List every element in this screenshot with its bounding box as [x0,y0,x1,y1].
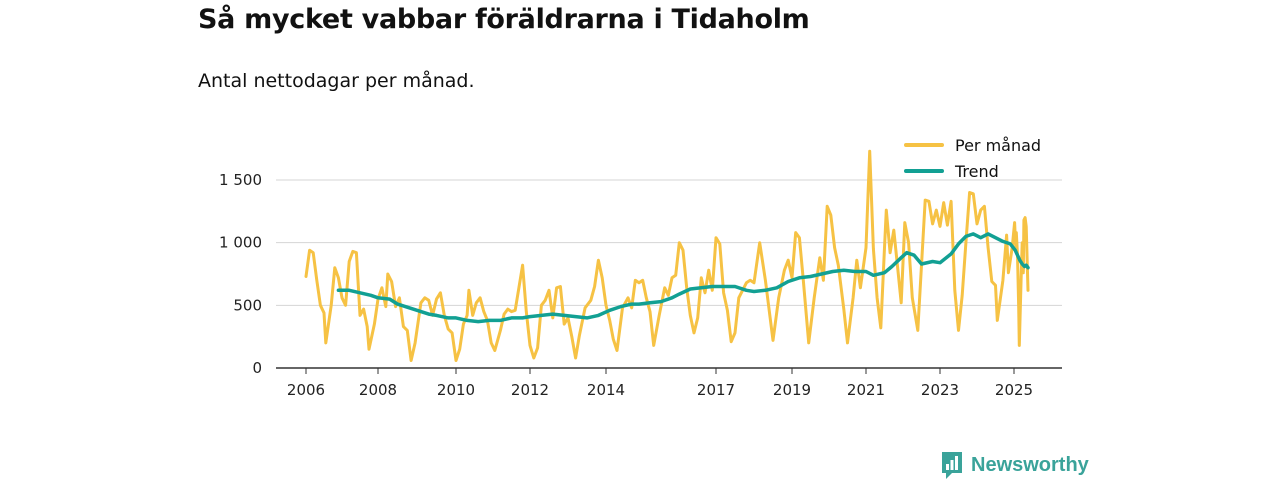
x-axis-ticks: 2006 2008 2010 2012 2014 2017 2019 2021 2023 2025 [287,368,1033,399]
chart-title: Så mycket vabbar föräldrarna i Tidaholm [198,4,810,35]
x-tick-label: 2025 [995,381,1033,399]
x-tick-label: 2023 [921,381,959,399]
x-tick-label: 2021 [847,381,885,399]
chart-subtitle: Antal nettodagar per månad. [198,70,475,92]
x-tick-label: 2006 [287,381,325,399]
legend: Per månad Trend [904,136,1041,181]
series-line-per-manad [304,149,1030,362]
x-tick-label: 2010 [437,381,475,399]
series-lines [304,149,1030,362]
x-tick-label: 2017 [697,381,735,399]
y-tick-label: 1 000 [219,234,262,252]
series-line-trend [336,232,1030,324]
y-tick-label: 1 500 [219,171,262,189]
x-tick-label: 2012 [511,381,549,399]
newsworthy-logo-icon [942,452,962,479]
legend-label-per-manad: Per månad [955,136,1041,155]
x-tick-label: 2014 [587,381,625,399]
y-tick-label: 500 [233,296,262,314]
y-tick-label: 0 [252,359,262,377]
brand-name: Newsworthy [971,454,1089,476]
y-axis-ticks: 0 500 1 000 1 500 [219,171,262,377]
x-tick-label: 2019 [773,381,811,399]
x-tick-label: 2008 [359,381,397,399]
newsworthy-logo: Newsworthy [940,450,1089,480]
legend-label-trend: Trend [954,162,999,181]
